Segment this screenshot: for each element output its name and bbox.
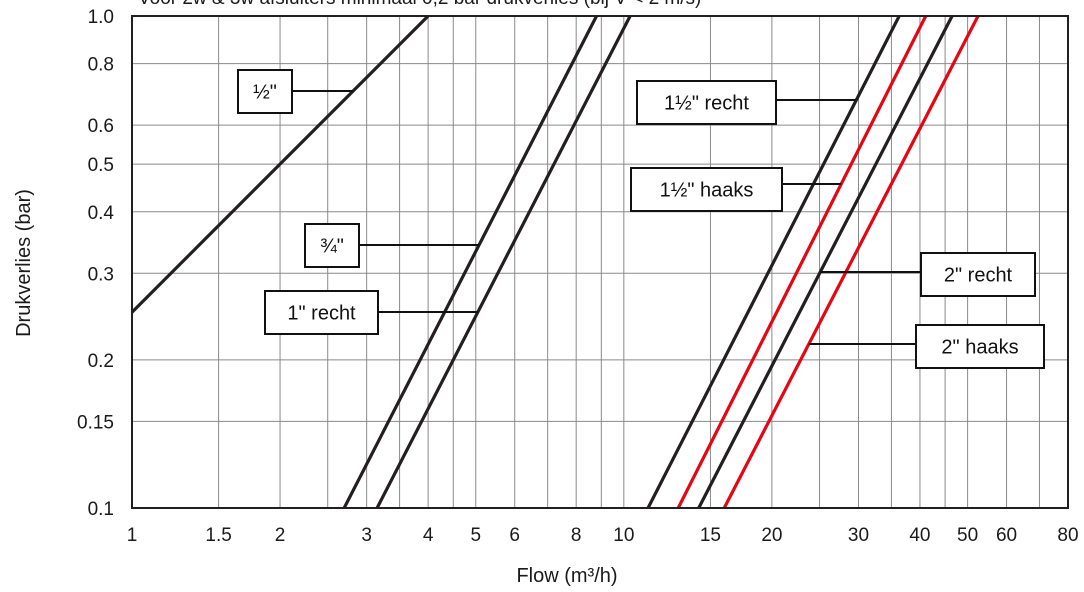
x-tick-label: 10 — [613, 525, 634, 546]
tick-labels: 1 1.5 2 3 4 5 6 8 10 15 20 30 40 50 60 80 0.1 0.15 0.2 0.3 0… — [77, 7, 1079, 546]
x-tick-label: 60 — [996, 525, 1017, 546]
y-tick-label: 0.4 — [88, 203, 115, 224]
x-tick-label: 5 — [470, 525, 481, 546]
series-lines — [132, 16, 980, 508]
annotation-label: ¾" — [320, 236, 344, 258]
series-line — [676, 16, 928, 508]
x-tick-label: 40 — [909, 525, 930, 546]
annotation-label: 2" recht — [944, 265, 1013, 287]
grid — [132, 16, 1068, 508]
annotation-label: 1½" haaks — [660, 180, 754, 202]
annotation-box — [304, 223, 360, 268]
x-tick-label: 6 — [509, 525, 520, 546]
y-tick-label: 0.5 — [88, 155, 114, 176]
series-line — [375, 16, 632, 508]
x-tick-label: 8 — [571, 525, 582, 546]
y-tick-label: 0.2 — [88, 351, 114, 372]
annotation-box — [636, 80, 777, 125]
annotation-box — [920, 252, 1036, 297]
plot-frame — [131, 15, 1069, 509]
annotation-label: 2" haaks — [941, 337, 1018, 359]
x-tick-label: 80 — [1057, 525, 1078, 546]
x-tick-label: 50 — [957, 525, 978, 546]
chart-title: Voor 2w & 3w afsluiters minimaal 0,2 bar… — [138, 0, 701, 9]
y-tick-label: 0.6 — [88, 116, 114, 137]
x-tick-label: 30 — [848, 525, 869, 546]
y-tick-label: 0.3 — [88, 264, 114, 285]
series-line — [646, 16, 901, 508]
series-line — [342, 16, 598, 508]
x-tick-label: 4 — [423, 525, 434, 546]
series-line — [722, 16, 980, 508]
annotation-label: ½" — [253, 82, 277, 104]
annotation-box — [915, 324, 1045, 369]
x-axis-label: Flow (m³/h) — [516, 565, 617, 587]
y-axis-label: Drukverlies (bar) — [13, 189, 35, 337]
annotation-box — [630, 167, 783, 212]
x-tick-label: 20 — [761, 525, 782, 546]
annotation-box — [237, 69, 293, 114]
series-line — [132, 16, 430, 314]
y-tick-label: 1.0 — [88, 7, 114, 28]
annotation-box — [264, 290, 379, 335]
x-tick-label: 1 — [127, 525, 138, 546]
annotation-label: 1½" recht — [664, 93, 749, 115]
x-tick-label: 15 — [700, 525, 721, 546]
x-tick-label: 2 — [275, 525, 286, 546]
series-line — [697, 16, 954, 508]
y-tick-label: 0.15 — [77, 412, 114, 433]
annotation-label: 1" recht — [287, 303, 356, 325]
y-tick-label: 0.1 — [88, 499, 114, 520]
y-tick-label: 0.8 — [88, 55, 114, 76]
annotations: ½" ¾" 1" recht 1½" recht 1½" haaks 2" recht 2"… — [237, 69, 1045, 369]
x-tick-label: 1.5 — [205, 525, 231, 546]
x-tick-label: 3 — [361, 525, 372, 546]
